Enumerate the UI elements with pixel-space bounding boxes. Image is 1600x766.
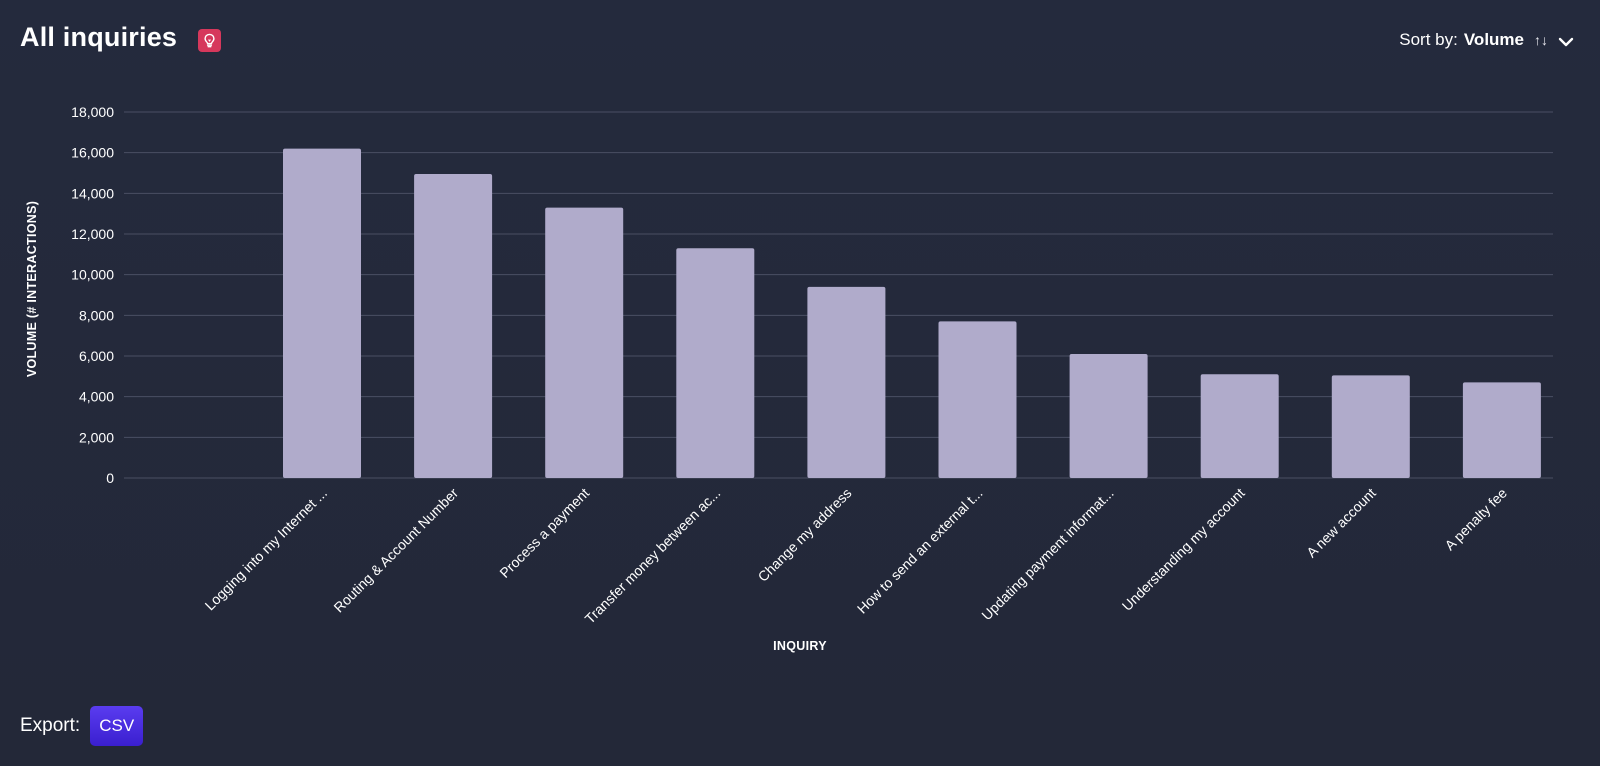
x-tick-label: Understanding my account: [1119, 485, 1248, 614]
export-label: Export:: [20, 715, 81, 736]
y-tick-label: 14,000: [71, 185, 114, 201]
export-bar: Export: CSV: [20, 706, 144, 746]
x-tick-label: Updating payment informat...: [978, 485, 1116, 623]
page-title: All inquiries: [20, 22, 178, 52]
x-tick-label: Transfer money between ac...: [582, 485, 724, 627]
y-tick-label: 6,000: [79, 348, 114, 364]
x-tick-label: Change my address: [755, 485, 855, 585]
bar[interactable]: [545, 207, 624, 479]
x-tick-label: Routing & Account Number: [330, 485, 461, 616]
y-tick-label: 0: [106, 470, 114, 486]
sort-direction-icon[interactable]: ↑↓: [1534, 32, 1548, 48]
bar[interactable]: [1200, 374, 1279, 478]
y-axis-label: VOLUME (# INTERACTIONS): [25, 201, 39, 377]
y-tick-label: 18,000: [71, 104, 114, 120]
bar[interactable]: [1462, 382, 1541, 478]
insight-button[interactable]: [198, 29, 221, 52]
bar[interactable]: [414, 174, 493, 478]
chevron-down-icon[interactable]: [1556, 32, 1576, 52]
y-tick-label: 10,000: [71, 267, 114, 283]
x-tick-label: A new account: [1303, 485, 1379, 561]
bar[interactable]: [1331, 375, 1410, 478]
y-tick-label: 2,000: [79, 429, 114, 445]
x-tick-label: Logging into my Internet ...: [202, 485, 331, 614]
y-tick-label: 16,000: [71, 145, 114, 161]
y-tick-label: 8,000: [79, 307, 114, 323]
x-tick-label: Process a payment: [496, 485, 592, 581]
bar[interactable]: [283, 148, 361, 478]
sort-value: Volume: [1463, 30, 1524, 49]
bar[interactable]: [1069, 353, 1148, 478]
x-tick-label: A penalty fee: [1441, 485, 1510, 554]
sort-label: Sort by:: [1399, 30, 1458, 49]
bar-chart: 0 2,000 4,000 6,000 8,000 10,000 12,000 14,000 1…: [25, 104, 1553, 653]
bar[interactable]: [807, 286, 886, 478]
lightbulb-icon: [204, 33, 215, 48]
sort-dropdown[interactable]: Sort by: Volume ↑↓: [1399, 30, 1548, 50]
bar[interactable]: [938, 321, 1017, 478]
bar[interactable]: [676, 248, 755, 478]
x-tick-label: How to send an external t...: [854, 485, 986, 617]
x-axis-label: INQUIRY: [773, 639, 827, 653]
y-tick-label: 4,000: [79, 389, 114, 405]
export-csv-button[interactable]: CSV: [90, 706, 144, 746]
y-tick-label: 12,000: [71, 226, 114, 242]
